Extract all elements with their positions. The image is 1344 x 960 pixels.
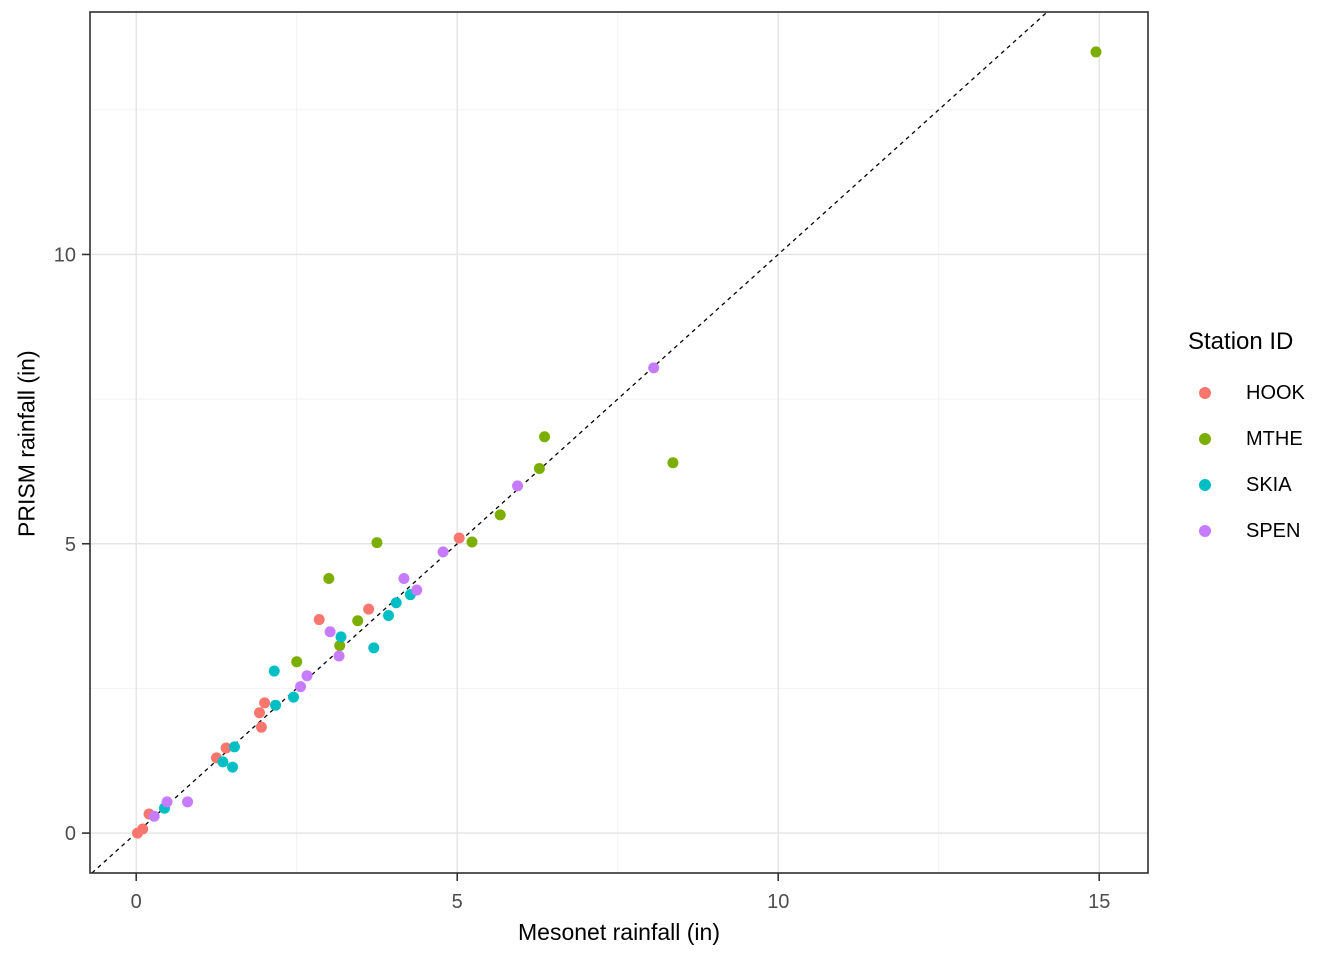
x-tick-label: 10 bbox=[767, 891, 789, 913]
legend-key bbox=[1188, 433, 1222, 445]
data-point-mthe bbox=[539, 431, 551, 443]
data-point-hook bbox=[137, 823, 149, 835]
data-point-mthe bbox=[352, 615, 364, 627]
data-point-mthe bbox=[533, 463, 545, 475]
data-point-skia bbox=[390, 597, 402, 609]
data-point-spen bbox=[182, 796, 194, 808]
data-point-skia bbox=[335, 631, 347, 643]
mthe-point-icon bbox=[1199, 433, 1211, 445]
data-point-spen bbox=[411, 584, 423, 596]
legend-title: Station ID bbox=[1188, 328, 1294, 355]
data-point-skia bbox=[368, 642, 380, 654]
data-point-hook bbox=[255, 721, 267, 733]
data-point-mthe bbox=[334, 640, 346, 652]
data-point-spen bbox=[437, 546, 449, 558]
data-point-skia bbox=[270, 699, 282, 711]
data-point-skia bbox=[288, 691, 300, 703]
data-point-spen bbox=[333, 650, 345, 662]
legend-key bbox=[1188, 387, 1222, 399]
legend-label: SPEN bbox=[1246, 519, 1301, 542]
legend-key bbox=[1188, 479, 1222, 491]
data-point-hook bbox=[220, 742, 232, 754]
legend-item-mthe: MTHE bbox=[1188, 416, 1305, 462]
data-point-spen bbox=[398, 572, 410, 584]
hook-point-icon bbox=[1199, 387, 1211, 399]
data-point-mthe bbox=[667, 457, 679, 469]
x-tick-label: 0 bbox=[131, 891, 142, 913]
data-point-spen bbox=[301, 670, 313, 682]
data-point-mthe bbox=[466, 536, 478, 548]
data-point-hook bbox=[363, 603, 375, 615]
legend-item-skia: SKIA bbox=[1188, 462, 1305, 508]
data-point-skia bbox=[383, 610, 395, 622]
y-tick-label: 5 bbox=[65, 534, 76, 556]
data-point-spen bbox=[295, 681, 307, 693]
data-point-skia bbox=[227, 761, 239, 773]
y-tick-label: 10 bbox=[54, 244, 76, 266]
data-point-skia bbox=[228, 741, 240, 753]
data-point-mthe bbox=[323, 572, 335, 584]
data-point-spen bbox=[148, 810, 160, 822]
x-tick-label: 15 bbox=[1088, 891, 1110, 913]
legend-label: HOOK bbox=[1246, 381, 1305, 404]
data-point-mthe bbox=[494, 509, 506, 521]
data-point-hook bbox=[313, 614, 325, 626]
data-point-hook bbox=[453, 532, 465, 544]
spen-point-icon bbox=[1199, 525, 1211, 537]
y-tick-label: 0 bbox=[65, 823, 76, 845]
legend-label: SKIA bbox=[1246, 473, 1292, 496]
identity-reference-line bbox=[91, 11, 1048, 874]
data-point-skia bbox=[268, 665, 280, 677]
data-point-skia bbox=[217, 756, 229, 768]
data-point-mthe bbox=[1090, 46, 1102, 58]
legend-item-spen: SPEN bbox=[1188, 508, 1305, 554]
panel-background bbox=[90, 12, 1148, 873]
data-point-hook bbox=[259, 697, 271, 709]
legend: Station ID HOOK MTHE SKIA SPEN bbox=[1188, 328, 1305, 554]
data-point-spen bbox=[161, 796, 173, 808]
data-point-mthe bbox=[371, 537, 383, 549]
legend-label: MTHE bbox=[1246, 427, 1303, 450]
panel-border bbox=[89, 11, 1149, 874]
x-axis-title: Mesonet rainfall (in) bbox=[518, 919, 720, 945]
data-point-spen bbox=[512, 480, 524, 492]
data-point-spen bbox=[648, 362, 660, 374]
data-point-hook bbox=[253, 707, 265, 719]
x-tick-label: 5 bbox=[452, 891, 463, 913]
data-point-mthe bbox=[291, 656, 303, 668]
legend-key bbox=[1188, 525, 1222, 537]
data-point-spen bbox=[324, 626, 336, 638]
legend-item-hook: HOOK bbox=[1188, 370, 1305, 416]
skia-point-icon bbox=[1199, 479, 1211, 491]
y-axis-title: PRISM rainfall (in) bbox=[13, 350, 40, 537]
